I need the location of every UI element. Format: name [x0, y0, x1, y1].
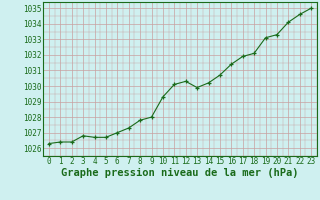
X-axis label: Graphe pression niveau de la mer (hPa): Graphe pression niveau de la mer (hPa) [61, 168, 299, 178]
